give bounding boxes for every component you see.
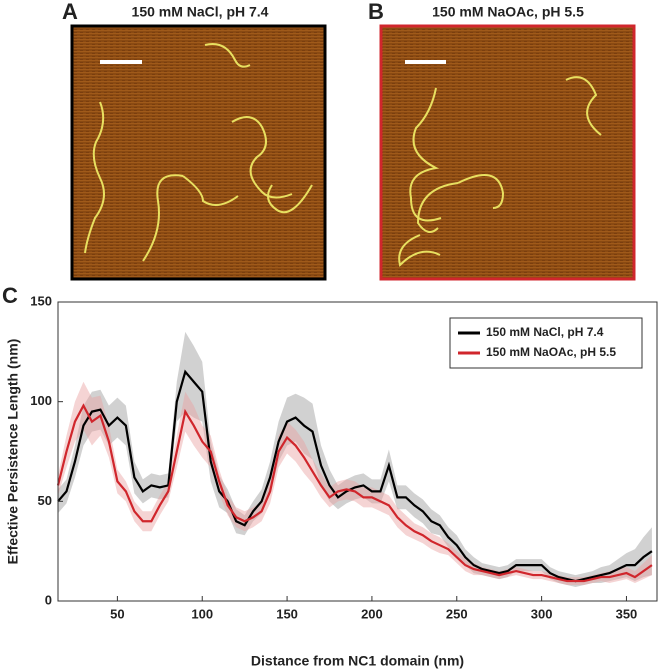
panel-b: B 150 mM NaOAc, pH 5.5	[368, 0, 636, 281]
x-tick-label: 350	[616, 606, 638, 621]
line	[57, 369, 653, 583]
y-tick-label: 0	[45, 592, 52, 607]
fibrils	[84, 43, 313, 262]
panel-title: 150 mM NaCl, pH 7.4	[132, 4, 269, 20]
x-axis-label: Distance from NC1 domain (nm)	[251, 653, 464, 669]
panel-title: 150 mM NaOAc, pH 5.5	[432, 4, 584, 20]
x-tick-label: 200	[361, 606, 383, 621]
x-tick-label: 100	[191, 606, 213, 621]
chart: 50 100 150 200 250 300 350 0 50 100 150 Distance fr…	[5, 293, 658, 669]
legend	[449, 317, 643, 369]
x-tick-label: 150	[276, 606, 298, 621]
panel-label: C	[2, 283, 18, 308]
y-tick-label: 50	[38, 493, 52, 508]
y-axis-label: Effective Persistence Length (nm)	[5, 339, 21, 565]
afm-image	[70, 24, 327, 281]
y-tick-label: 150	[30, 293, 52, 308]
x-tick-label: 300	[531, 606, 553, 621]
y-tick-label: 100	[30, 393, 52, 408]
error-band	[58, 331, 652, 588]
fibrils	[398, 76, 602, 267]
line	[56, 403, 653, 583]
x-tick-label: 50	[110, 606, 124, 621]
panel-a: A 150 mM NaCl, pH 7.4	[62, 0, 327, 281]
x-tick-label: 250	[446, 606, 468, 621]
legend-label: 150 mM NaCl, pH 7.4	[486, 325, 604, 339]
plot-frame	[57, 301, 658, 602]
afm-image	[379, 24, 636, 281]
panel-label: A	[62, 0, 78, 24]
panel-label: B	[368, 0, 384, 24]
legend-label: 150 mM NaOAc, pH 5.5	[486, 345, 616, 359]
